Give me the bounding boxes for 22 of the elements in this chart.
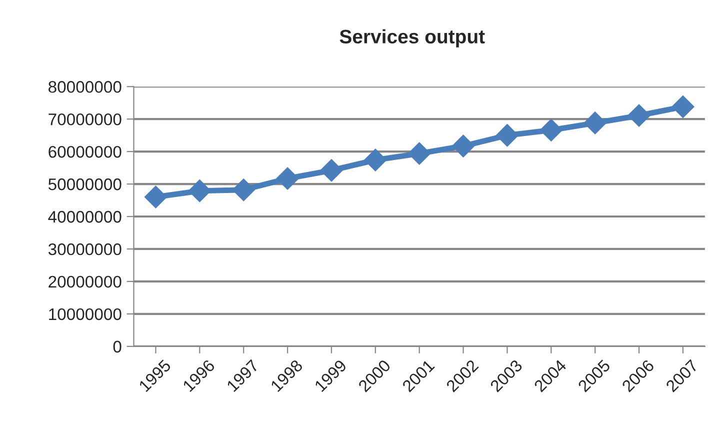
y-tick-label: 70000000 — [48, 113, 122, 126]
point — [496, 124, 519, 147]
y-tick-label: 20000000 — [48, 276, 122, 288]
y-tick-label: 60000000 — [48, 146, 122, 158]
point — [584, 112, 606, 134]
point — [188, 180, 211, 202]
point — [364, 148, 387, 172]
y-tick-label: 40000000 — [48, 210, 122, 223]
point — [540, 118, 562, 142]
point — [408, 142, 431, 165]
y-tick-label: 0 — [113, 340, 122, 353]
y-tick-label: 30000000 — [48, 243, 122, 256]
y-tick-label: 80000000 — [48, 81, 122, 93]
point — [320, 159, 343, 182]
y-tick-label: 50000000 — [48, 178, 122, 190]
point — [452, 134, 475, 158]
point — [276, 167, 299, 190]
y-tick-label: 10000000 — [49, 308, 122, 320]
point — [144, 186, 168, 208]
point — [628, 104, 650, 127]
chart-title: Services output — [340, 29, 485, 48]
point — [672, 95, 694, 118]
